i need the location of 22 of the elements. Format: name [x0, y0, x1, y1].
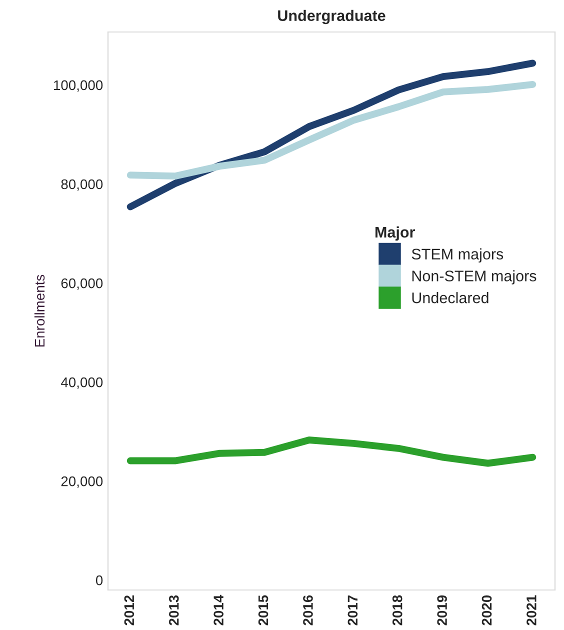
legend-title: Major — [376, 226, 415, 241]
x-tick-label: 2014 — [214, 594, 224, 626]
x-tick-label: 2016 — [303, 595, 313, 626]
x-tick-label: 2019 — [437, 595, 447, 626]
y-tick-label: 80,000 — [61, 179, 103, 191]
y-axis-title: Enrollments — [34, 274, 45, 347]
x-tick-label: 2012 — [124, 595, 134, 626]
legend-label: STEM majors — [412, 248, 504, 263]
y-tick-label: 0 — [96, 575, 103, 586]
legend-label: Undeclared — [412, 292, 488, 304]
y-tick-label: 100,000 — [54, 80, 103, 92]
x-tick-label: 2021 — [526, 595, 536, 626]
x-tick-label: 2017 — [348, 595, 358, 626]
y-tick-label: 40,000 — [60, 377, 103, 389]
x-tick-label: 2013 — [168, 595, 179, 626]
y-tick-label: 20,000 — [61, 476, 103, 488]
legend-label: Non-STEM majors — [412, 270, 536, 284]
x-tick-label: 2018 — [392, 595, 402, 626]
x-tick-label: 2015 — [258, 595, 268, 626]
x-tick-label: 2020 — [482, 595, 492, 626]
y-tick-label: 60,000 — [61, 278, 103, 290]
chart-title: Undergraduate — [278, 10, 386, 24]
